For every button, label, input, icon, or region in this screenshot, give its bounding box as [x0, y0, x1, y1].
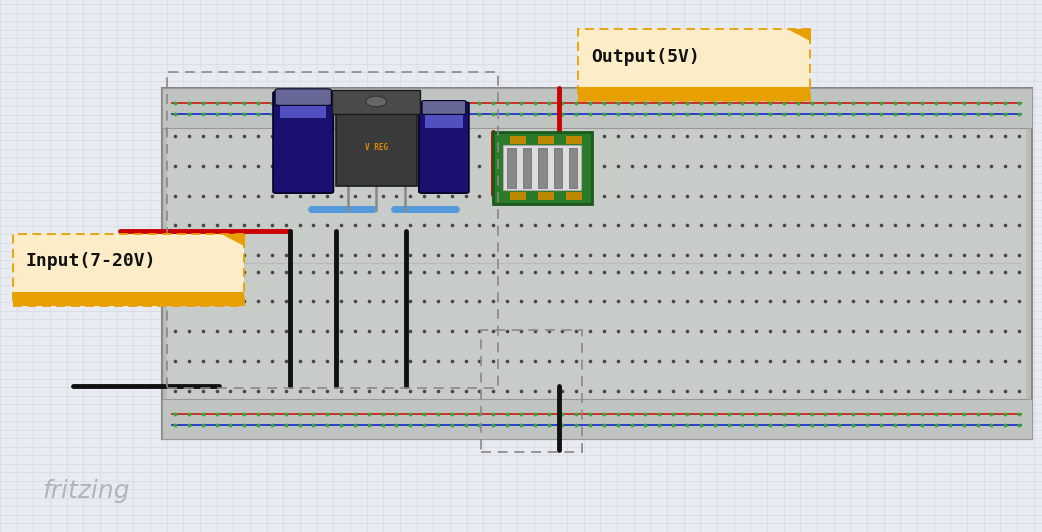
- Bar: [507, 148, 516, 188]
- Bar: [538, 136, 554, 144]
- Text: V REG: V REG: [365, 143, 388, 152]
- Text: Input(7-20V): Input(7-20V): [25, 252, 155, 270]
- Bar: [13, 292, 244, 306]
- Text: Output(5V): Output(5V): [591, 47, 699, 65]
- Text: fritzing: fritzing: [43, 478, 130, 503]
- Bar: [425, 104, 463, 128]
- Bar: [538, 192, 554, 200]
- Circle shape: [366, 96, 387, 107]
- Bar: [569, 148, 577, 188]
- Bar: [162, 398, 1032, 439]
- Bar: [523, 148, 531, 188]
- Bar: [162, 88, 1032, 128]
- Bar: [481, 330, 582, 452]
- Bar: [553, 148, 562, 188]
- Bar: [13, 234, 244, 306]
- Bar: [162, 88, 1032, 439]
- Bar: [336, 93, 417, 186]
- Bar: [510, 192, 526, 200]
- FancyBboxPatch shape: [419, 102, 469, 193]
- Polygon shape: [223, 234, 244, 245]
- Bar: [566, 192, 582, 200]
- Polygon shape: [789, 29, 810, 40]
- Bar: [332, 90, 420, 114]
- Bar: [578, 87, 810, 101]
- Bar: [493, 132, 592, 204]
- Bar: [578, 29, 810, 101]
- FancyBboxPatch shape: [422, 101, 466, 114]
- Bar: [538, 148, 546, 188]
- FancyBboxPatch shape: [273, 92, 333, 193]
- Bar: [167, 72, 498, 388]
- FancyBboxPatch shape: [275, 89, 331, 105]
- Bar: [510, 136, 526, 144]
- Bar: [566, 136, 582, 144]
- Bar: [503, 145, 581, 190]
- Bar: [280, 93, 326, 118]
- Bar: [167, 128, 1026, 398]
